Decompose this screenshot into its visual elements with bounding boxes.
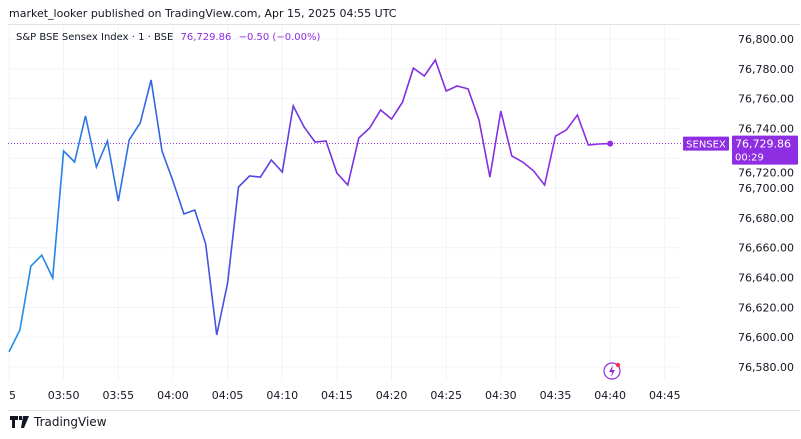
y-tick-label: 76,800.00 [738, 33, 794, 46]
x-tick-label: 04:05 [212, 389, 244, 402]
y-tick-label: 76,580.00 [738, 361, 794, 374]
notification-dot [615, 362, 621, 368]
chart-frame [8, 24, 800, 411]
last-price-dot [607, 140, 614, 147]
countdown-label: 00:29 [735, 153, 764, 164]
y-tick-label: 76,740.00 [738, 122, 794, 135]
y-tick-label: 76,700.00 [738, 182, 794, 195]
price-line [8, 58, 611, 353]
price-label-bg [732, 135, 798, 165]
y-tick-label: 76,620.00 [738, 301, 794, 314]
chart-legend: S&P BSE Sensex Index · 1 · BSE 76,729.86… [16, 32, 320, 43]
x-tick-label: 04:15 [321, 389, 353, 402]
y-tick-label: 76,660.00 [738, 242, 794, 255]
ticker-label-bg [683, 136, 729, 151]
x-tick-label: 03:55 [102, 389, 134, 402]
brand-name: TradingView [34, 415, 107, 429]
y-tick-label: 76,760.00 [738, 93, 794, 106]
x-tick-label: 03:50 [48, 389, 80, 402]
x-tick-label: 04:25 [430, 389, 462, 402]
symbol-description: S&P BSE Sensex Index · 1 · BSE [16, 32, 174, 43]
x-tick-label: 04:45 [649, 389, 681, 402]
x-tick-label: 04:20 [376, 389, 408, 402]
publisher-caption: market_looker published on TradingView.c… [9, 7, 397, 20]
price-label: 76,729.86 [735, 138, 791, 151]
y-tick-label: 76,680.00 [738, 212, 794, 225]
x-tick-label: 04:40 [594, 389, 626, 402]
price-change: −0.50 (−0.00%) [238, 32, 321, 43]
ticker-label: SENSEX [686, 140, 726, 151]
x-tick-label: 04:10 [266, 389, 298, 402]
x-tick-label: 04:35 [540, 389, 572, 402]
x-tick-label: 5 [9, 389, 16, 402]
y-tick-label: 76,640.00 [738, 272, 794, 285]
y-tick-label: 76,720.00 [738, 167, 794, 180]
y-tick-label: 76,600.00 [738, 331, 794, 344]
lightning-icon[interactable] [603, 362, 621, 380]
lightning-bolt [609, 365, 615, 377]
x-tick-label: 04:30 [485, 389, 517, 402]
x-tick-label: 04:00 [157, 389, 189, 402]
y-tick-label: 76,780.00 [738, 63, 794, 76]
tradingview-logo[interactable]: TradingView [10, 415, 107, 429]
last-price: 76,729.86 [180, 32, 232, 43]
tradingview-logo-icon [10, 416, 29, 428]
